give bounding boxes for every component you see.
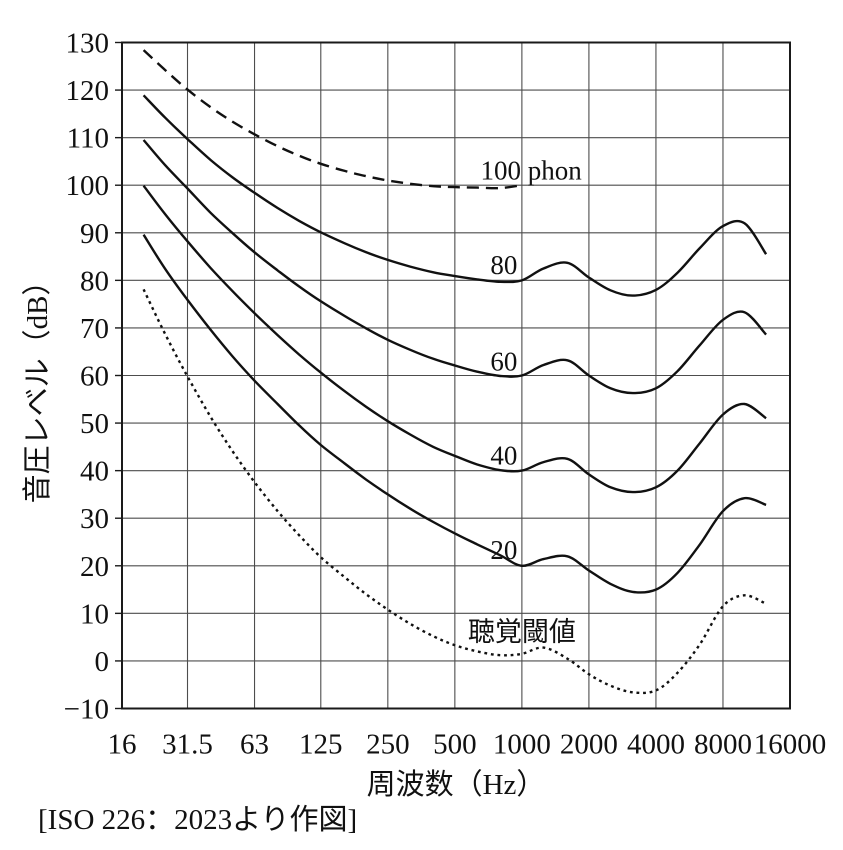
y-tick-label-20: 20 [80,551,109,583]
axis-ticks [115,41,122,710]
curve-40-phon [142,184,767,494]
y-tick-label-30: 30 [80,503,109,535]
x-tick-label-31.5: 31.5 [162,729,213,761]
y-tick-label-40: 40 [80,456,109,488]
x-tick-labels: 16 31.5 63 125 250 500 1000 2000 4000 8000 16000 [108,729,827,761]
x-tick-label-4000: 4000 [627,729,685,761]
gridlines [121,41,791,710]
curve-100-phon [142,49,523,190]
curve-20-phon [142,234,767,594]
plot-border [121,41,791,710]
curve-label-threshold: 聴覚閾値 [468,617,576,647]
y-axis-title: 音圧レベル（dB） [21,267,54,504]
x-tick-label-16000: 16000 [754,729,827,761]
figure-caption: [ISO 226：2023より作図] [38,803,357,836]
y-tick-label-110: 110 [67,123,109,155]
y-tick-label-120: 120 [66,75,110,107]
y-tick-label-100: 100 [66,170,110,202]
y-tick-label-−10: −10 [64,694,109,726]
y-tick-label-90: 90 [80,218,109,250]
curve-80-phon [142,94,768,297]
curve-threshold [142,288,767,695]
x-axis-title: 周波数（Hz） [367,768,546,801]
x-tick-label-63: 63 [240,729,269,761]
curve-label-80-phon: 80 [490,250,517,280]
y-tick-label-50: 50 [80,408,109,440]
curve-60-phon [142,139,767,395]
x-tick-label-250: 250 [366,729,410,761]
x-tick-label-1000: 1000 [493,729,551,761]
y-tick-label-60: 60 [80,361,109,393]
curve-label-60-phon: 60 [490,346,517,376]
curve-label-40-phon: 40 [490,440,517,470]
curve-label-20-phon: 20 [490,535,517,565]
y-tick-label-70: 70 [80,313,109,345]
curve-labels: 100 phon 80 60 40 20 聴覚閾値 [468,155,582,646]
x-tick-label-8000: 8000 [694,729,752,761]
y-tick-label-130: 130 [66,28,110,60]
x-tick-label-500: 500 [433,729,477,761]
x-tick-label-125: 125 [299,729,343,761]
x-tick-label-16: 16 [108,729,137,761]
y-tick-label-80: 80 [80,265,109,297]
x-tick-label-2000: 2000 [560,729,618,761]
curves [142,49,768,695]
y-tick-label-0: 0 [95,646,110,678]
curve-label-100-phon: 100 phon [480,155,582,185]
y-tick-label-10: 10 [80,598,109,630]
